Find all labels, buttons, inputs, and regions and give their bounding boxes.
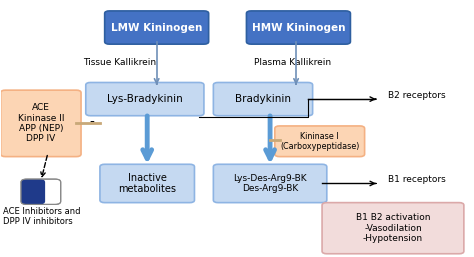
Text: B2 receptors: B2 receptors: [388, 91, 446, 100]
Text: Plasma Kallikrein: Plasma Kallikrein: [254, 58, 331, 67]
Text: Lys-Des-Arg9-BK
Des-Arg9-BK: Lys-Des-Arg9-BK Des-Arg9-BK: [233, 174, 307, 193]
FancyBboxPatch shape: [213, 164, 327, 203]
Text: B1 receptors: B1 receptors: [388, 175, 446, 184]
Text: B1 B2 activation
-Vasodilation
-Hypotension: B1 B2 activation -Vasodilation -Hypotens…: [356, 213, 430, 243]
Text: Kininase I
(Carboxypeptidase): Kininase I (Carboxypeptidase): [280, 132, 359, 151]
FancyBboxPatch shape: [100, 164, 194, 203]
FancyBboxPatch shape: [213, 82, 313, 116]
Text: Bradykinin: Bradykinin: [235, 94, 291, 104]
FancyBboxPatch shape: [322, 203, 464, 254]
Text: -: -: [89, 116, 94, 130]
Text: Inactive
metabolites: Inactive metabolites: [118, 173, 176, 194]
FancyBboxPatch shape: [21, 179, 45, 204]
FancyBboxPatch shape: [86, 82, 204, 116]
Text: HMW Kininogen: HMW Kininogen: [252, 23, 345, 33]
Text: Lys-Bradykinin: Lys-Bradykinin: [107, 94, 182, 104]
FancyBboxPatch shape: [0, 90, 81, 157]
FancyBboxPatch shape: [21, 179, 61, 204]
Text: ACE
Kininase II
APP (NEP)
DPP IV: ACE Kininase II APP (NEP) DPP IV: [18, 103, 64, 143]
Text: Tissue Kallikrein: Tissue Kallikrein: [83, 58, 156, 67]
FancyBboxPatch shape: [246, 11, 350, 44]
FancyBboxPatch shape: [105, 11, 209, 44]
FancyBboxPatch shape: [275, 126, 365, 157]
Text: ACE Inhibitors and
DPP IV inhibitors: ACE Inhibitors and DPP IV inhibitors: [3, 207, 81, 226]
Text: LMW Kininogen: LMW Kininogen: [111, 23, 202, 33]
